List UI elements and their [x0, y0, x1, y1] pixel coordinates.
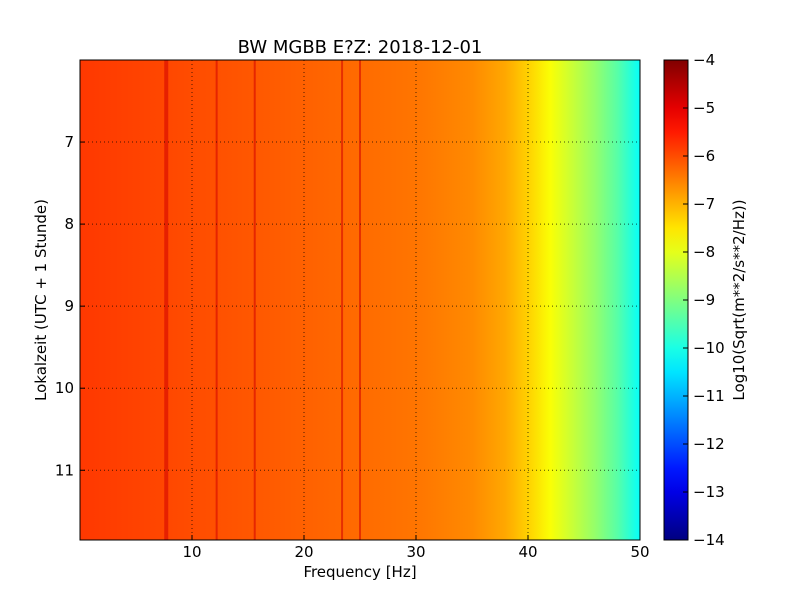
colorbar-ticks: −4 −5 −6 −7 −8 −9 −10 −11 −12 −13 −14 [683, 51, 725, 549]
y-axis-ticks: 7 8 9 10 11 [55, 133, 85, 479]
y-tick-label: 10 [55, 379, 74, 397]
colorbar-tick-label: −5 [693, 99, 715, 117]
colorbar-tick-label: −4 [693, 51, 715, 69]
x-axis-label: Frequency [Hz] [303, 563, 416, 581]
x-tick-label: 30 [406, 543, 425, 561]
colorbar-tick-label: −11 [693, 387, 725, 405]
y-tick-label: 7 [64, 133, 74, 151]
x-axis-ticks: 10 20 30 40 50 [182, 535, 650, 561]
colorbar-tick-label: −13 [693, 483, 725, 501]
colorbar-tick-label: −10 [693, 339, 725, 357]
colorbar-tick-label: −12 [693, 435, 725, 453]
colorbar-tick-label: −8 [693, 243, 715, 261]
colorbar-tick-label: −6 [693, 147, 715, 165]
y-tick-label: 8 [64, 215, 74, 233]
x-tick-label: 50 [630, 543, 649, 561]
grid-lines [80, 60, 640, 540]
plot-frame [79, 59, 641, 541]
spectral-line [215, 60, 218, 540]
spectral-line [253, 60, 256, 540]
colorbar-tick-label: −7 [693, 195, 715, 213]
chart-title: BW MGBB E?Z: 2018-12-01 [238, 37, 483, 58]
colorbar-label: Log10(Sqrt(m**2/s**2/Hz)) [730, 199, 748, 400]
x-tick-label: 40 [518, 543, 537, 561]
spectral-lines [164, 60, 361, 540]
colorbar: −4 −5 −6 −7 −8 −9 −10 −11 −12 −13 −14 [663, 51, 725, 549]
y-tick-label: 11 [55, 461, 74, 479]
x-tick-label: 20 [294, 543, 313, 561]
y-tick-label: 9 [64, 297, 74, 315]
colorbar-tick-label: −9 [693, 291, 715, 309]
x-tick-label: 10 [182, 543, 201, 561]
colorbar-tick-label: −14 [693, 531, 725, 549]
spectral-line [164, 60, 169, 540]
spectral-line [341, 60, 344, 540]
spectral-line [359, 60, 361, 540]
heatmap-area [79, 59, 641, 541]
y-axis-label: Lokalzeit (UTC + 1 Stunde) [32, 199, 50, 401]
